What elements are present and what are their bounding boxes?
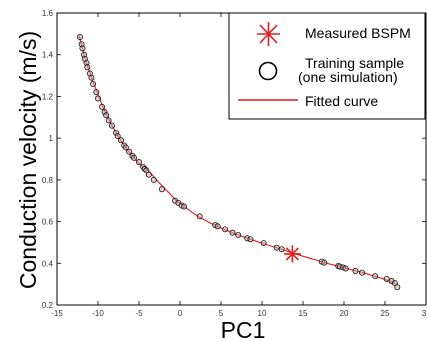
training-sample-point <box>136 159 142 166</box>
y-tick-label: 0.8 <box>42 176 54 185</box>
training-sample-point <box>88 74 95 81</box>
training-sample-point <box>235 231 242 238</box>
training-sample-point <box>273 244 280 251</box>
training-sample-point <box>359 269 365 276</box>
y-tick-label: 0.4 <box>42 259 54 268</box>
training-sample-point <box>278 246 285 253</box>
training-sample-point <box>145 171 152 178</box>
legend: Measured BSPM Training sample (one simul… <box>228 12 426 120</box>
legend-training-icon <box>258 61 278 81</box>
plot-layer <box>77 34 401 291</box>
measured-bspm-marker <box>283 245 301 263</box>
training-sample-point <box>131 155 138 161</box>
legend-training-label-line2: (one simulation) <box>298 69 398 85</box>
x-axis-label: PC1 <box>221 317 266 342</box>
training-sample-point <box>394 284 401 291</box>
x-tick-label: 25 <box>381 309 390 318</box>
x-tick-label: 15 <box>299 309 308 318</box>
training-sample-point <box>90 80 97 87</box>
training-sample-point <box>321 259 328 266</box>
training-sample-point <box>260 240 267 246</box>
training-sample-point <box>352 268 359 274</box>
training-sample-point <box>93 89 100 96</box>
x-tick-label: 5 <box>219 309 224 318</box>
legend-measured-label: Measured BSPM <box>305 25 411 41</box>
y-tick-label: 0.6 <box>42 218 54 227</box>
y-axis-label: Conduction velocity (m/s) <box>15 31 41 289</box>
training-sample-point <box>114 133 121 140</box>
x-tick-label: 10 <box>258 309 267 318</box>
training-sample-point <box>181 203 188 210</box>
training-sample-point <box>122 144 129 151</box>
training-sample-point <box>372 273 379 280</box>
training-sample-point <box>222 226 229 233</box>
y-tick-label: 0.2 <box>42 301 54 310</box>
x-tick-label: -5 <box>135 309 143 318</box>
legend-fitted-label: Fitted curve <box>305 93 378 109</box>
training-sample-point <box>196 213 203 220</box>
training-sample-point <box>126 148 133 155</box>
x-tick-label: 0 <box>178 309 183 318</box>
training-sample-point <box>159 186 165 193</box>
training-sample-point <box>118 137 124 144</box>
x-tick-label: -10 <box>92 309 104 318</box>
training-sample-point <box>84 64 91 71</box>
training-sample-point <box>77 34 83 40</box>
training-sample-point <box>150 176 157 183</box>
training-sample-point <box>99 103 106 110</box>
y-tick-label: 1.2 <box>42 92 54 101</box>
training-sample-point <box>214 223 221 230</box>
training-sample-point <box>342 265 349 272</box>
training-sample-point <box>383 275 390 282</box>
training-sample-point <box>247 236 254 243</box>
training-sample-point <box>95 95 101 102</box>
legend-training-label-line1: Training sample <box>305 55 404 71</box>
training-sample-point <box>105 117 112 124</box>
x-tick-label: -15 <box>51 309 63 318</box>
axes-layer: -15 -10 -5 0 5 10 15 20 25 3 0.2 0.4 0.6 0.8 1 1.2 1.4 1.… <box>42 9 427 318</box>
y-tick-label: 1.4 <box>42 51 54 60</box>
training-sample-point <box>79 45 86 52</box>
x-tick-label: 3 <box>422 309 427 318</box>
legend-measured-icon <box>257 22 280 46</box>
y-tick-label: 1 <box>49 134 54 143</box>
training-sample-point <box>108 122 115 129</box>
training-sample-point <box>103 112 110 119</box>
training-sample-point <box>229 229 236 236</box>
x-tick-label: 20 <box>340 309 349 318</box>
y-tick-label: 1.6 <box>42 9 54 18</box>
